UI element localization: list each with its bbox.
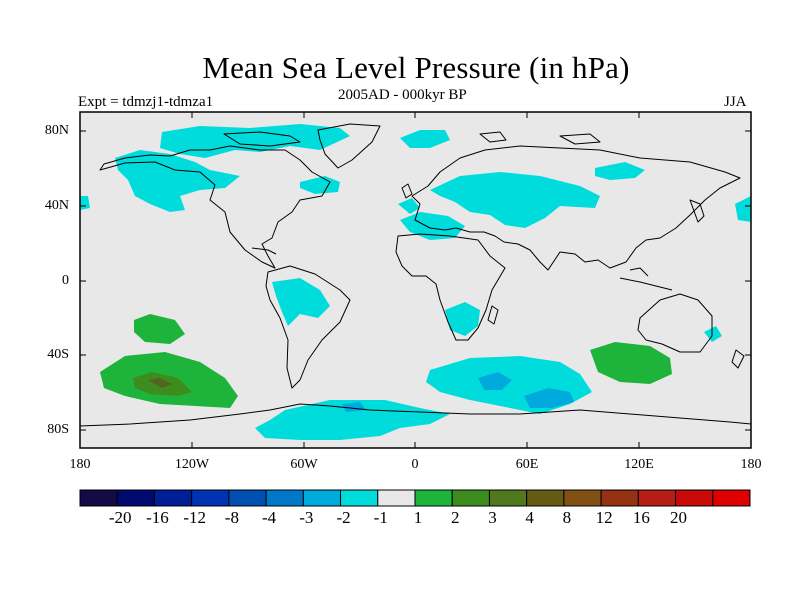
australia-small-anomaly (704, 326, 722, 342)
colorbar-label: 20 (670, 508, 688, 527)
colorbar-swatch (563, 489, 602, 507)
south-america-anomaly (272, 278, 330, 326)
colorbar-label: -20 (108, 508, 132, 527)
indian-ocean-core-a (478, 372, 512, 390)
season-label: JJA (724, 94, 747, 110)
lon-label-60w: 60W (290, 457, 318, 472)
experiment-label: Expt = tdmzj1-tdmza1 (78, 94, 214, 110)
colorbar-swatch (526, 489, 565, 507)
south-pacific-inner-core (148, 378, 172, 388)
colorbar (79, 489, 751, 507)
colorbar-label: 8 (562, 508, 572, 527)
colorbar-swatch (153, 489, 193, 507)
colorbar-swatch (451, 489, 490, 507)
new-zealand-coast (731, 349, 745, 369)
lon-label-60e: 60E (515, 457, 539, 472)
arctic-europe-anomaly (400, 130, 450, 148)
colorbar-label: 1 (413, 508, 423, 527)
colorbar-label: -2 (336, 508, 351, 527)
colorbar-label: -4 (262, 508, 277, 527)
indian-ocean-core-b (524, 388, 574, 408)
colorbar-swatch (340, 489, 379, 507)
mediterranean-anomaly (400, 212, 465, 240)
arctic-islands-coast (223, 131, 601, 147)
positive-inner-core (148, 378, 172, 388)
lon-label-120e: 120E (624, 457, 654, 472)
caribbean-coast (251, 247, 277, 255)
greenland-coast (317, 123, 381, 169)
lat-label-80s: 80S (47, 422, 69, 437)
colorbar-swatch (191, 489, 230, 507)
southeast-pacific-small (134, 314, 185, 344)
colorbar-swatch (377, 489, 416, 507)
colorbar-label: 16 (632, 508, 650, 527)
antarctica-coast (80, 403, 751, 427)
colorbar-swatch (116, 489, 155, 507)
south-africa-anomaly (445, 302, 480, 336)
colorbar-label: 3 (488, 508, 497, 527)
axis-ticks (80, 112, 751, 448)
eurasia-anomaly (430, 172, 600, 228)
antarctic-coast-anomaly (255, 400, 450, 440)
south-indian-ocean (590, 342, 672, 384)
pressure-anomaly-layer (80, 123, 751, 440)
chart-subtitle: 2005AD - 000kyr BP (338, 87, 467, 103)
colorbar-swatch (79, 489, 118, 507)
chart-title: Mean Sea Level Pressure (in hPa) (202, 50, 630, 85)
uk-coast (401, 183, 413, 199)
coastlines (80, 123, 751, 427)
south-america-coast (265, 265, 351, 389)
lat-label-0: 0 (62, 273, 69, 288)
colorbar-swatch (600, 489, 639, 507)
lon-label-120w: 120W (174, 457, 210, 472)
lat-label-40s: 40S (47, 347, 69, 362)
lon-label-180w: 180 (69, 457, 91, 472)
colorbar-swatch (414, 489, 453, 507)
africa-coast (395, 233, 506, 341)
colorbar-swatch (675, 489, 714, 507)
west-europe-anomaly (398, 198, 420, 214)
colorbar-swatch (265, 489, 304, 507)
colorbar-label: 4 (525, 508, 534, 527)
colorbar-label: 2 (450, 508, 460, 527)
siberia-anomaly (595, 162, 645, 180)
colorbar-label: 12 (595, 508, 613, 527)
colorbar-label: -16 (146, 508, 169, 527)
colorbar-swatch (488, 489, 528, 507)
colorbar-swatch (302, 489, 342, 507)
north-america-coast (99, 145, 331, 269)
lat-label-40n: 40N (44, 198, 69, 213)
colorbar-label: -3 (299, 508, 314, 527)
colorbar-swatch (228, 489, 267, 507)
madagascar-coast (487, 305, 499, 325)
lat-label-80n: 80N (44, 123, 69, 138)
colorbar-label: -12 (183, 508, 206, 527)
lon-label-180e: 180 (740, 457, 762, 472)
north-pacific-anomaly (115, 150, 240, 212)
eurasia-coast (411, 145, 741, 271)
colorbar-swatch (637, 489, 677, 507)
colorbar-label: -1 (373, 508, 388, 527)
japan-coast (689, 199, 705, 223)
indonesia-coast (619, 267, 673, 291)
north-pacific-east-anomaly (735, 196, 751, 222)
colorbar-label: -8 (224, 508, 239, 527)
lon-label-0: 0 (411, 457, 419, 472)
australia-coast (637, 293, 713, 353)
north-atlantic-anomaly (300, 176, 340, 194)
colorbar-swatch (712, 489, 751, 507)
